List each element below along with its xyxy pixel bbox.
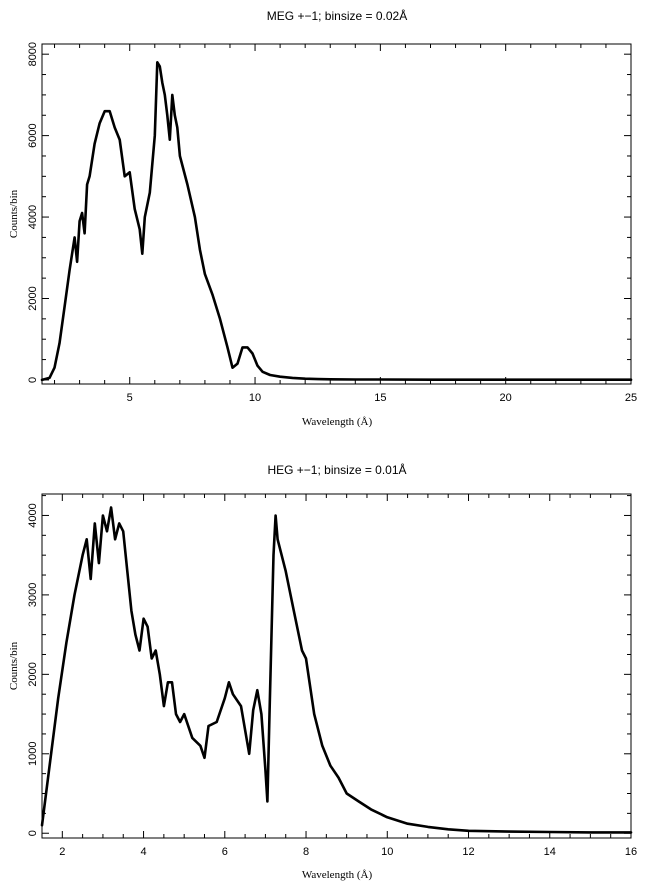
meg-y-tick-label: 8000: [27, 42, 39, 66]
meg-y-tick-label: 0: [27, 377, 39, 383]
heg-y-tick-label: 0: [27, 830, 39, 836]
meg-y-tick-label: 6000: [27, 123, 39, 147]
heg-y-tick-label: 1000: [27, 742, 39, 766]
meg-y-axis-label: Counts/bin: [8, 189, 20, 238]
meg-x-tick-label: 15: [374, 392, 386, 404]
heg-y-tick-labels: 0 1000 2000 3000 4000: [27, 503, 39, 836]
heg-x-tick-label: 14: [544, 846, 556, 858]
heg-axis-ticks: [41, 494, 632, 838]
heg-x-tick-label: 2: [59, 846, 65, 858]
heg-x-tick-label: 10: [381, 846, 393, 858]
heg-spectrum-line: [40, 506, 633, 834]
heg-x-tick-label: 16: [625, 846, 637, 858]
meg-x-tick-label: 5: [127, 392, 133, 404]
meg-spectrum-line: [40, 61, 633, 382]
heg-y-tick-label: 3000: [27, 583, 39, 607]
heg-x-tick-label: 8: [303, 846, 309, 858]
meg-x-axis-label: Wavelength (Å): [302, 416, 373, 428]
heg-x-tick-labels: 2 4 6 8 10 12 14 16: [59, 846, 637, 858]
heg-y-axis-label: Counts/bin: [8, 641, 20, 690]
heg-chart-title: HEG +−1; binsize = 0.01Å: [267, 462, 406, 477]
meg-chart: MEG +−1; binsize = 0.02Å 5 10 15 20 25 0 2000…: [8, 8, 637, 428]
heg-y-tick-label: 4000: [27, 503, 39, 527]
meg-plot-frame: [41, 43, 632, 385]
heg-x-tick-label: 6: [222, 846, 228, 858]
meg-axis-ticks: [42, 44, 632, 384]
meg-y-tick-label: 2000: [27, 286, 39, 310]
meg-y-tick-labels: 0 2000 4000 6000 8000: [27, 42, 39, 383]
meg-x-tick-label: 10: [249, 392, 261, 404]
heg-x-tick-label: 4: [140, 846, 146, 858]
heg-chart: HEG +−1; binsize = 0.01Å 2 4 6 8 10 12 14 16 0 1…: [8, 462, 637, 881]
meg-x-tick-label: 25: [625, 392, 637, 404]
heg-x-axis-label: Wavelength (Å): [302, 869, 373, 881]
meg-chart-title: MEG +−1; binsize = 0.02Å: [267, 8, 407, 23]
heg-x-tick-label: 12: [462, 846, 474, 858]
meg-x-tick-label: 20: [500, 392, 512, 404]
heg-plot-frame: [41, 493, 632, 839]
heg-y-tick-label: 2000: [27, 662, 39, 686]
meg-y-tick-label: 4000: [27, 205, 39, 229]
meg-x-tick-labels: 5 10 15 20 25: [127, 392, 637, 404]
